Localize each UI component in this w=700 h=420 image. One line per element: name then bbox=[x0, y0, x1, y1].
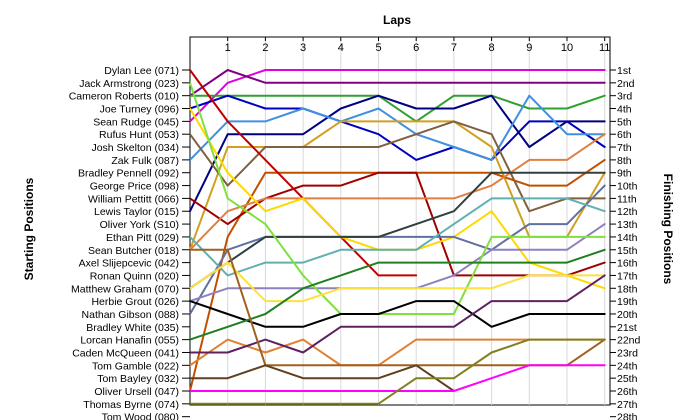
finishing-label: 16th bbox=[617, 258, 638, 270]
finishing-label: 13th bbox=[617, 219, 638, 231]
finishing-label: 24th bbox=[617, 360, 638, 372]
series-line-25 bbox=[189, 364, 455, 392]
starting-label: Rufus Hunt (053) bbox=[99, 129, 179, 141]
starting-label: Caden McQueen (041) bbox=[72, 347, 179, 359]
x-tick-label-11: 11 bbox=[599, 42, 610, 54]
starting-label: Herbie Grout (026) bbox=[91, 296, 179, 308]
starting-label: Tom Bayley (032) bbox=[97, 373, 179, 385]
starting-label: Thomas Byrne (074) bbox=[83, 399, 179, 411]
x-tick-label-1: 1 bbox=[225, 42, 231, 54]
x-tick-label-3: 3 bbox=[300, 42, 306, 54]
starting-label: Bradley Pennell (092) bbox=[78, 168, 179, 180]
series-line-3 bbox=[189, 94, 606, 123]
finishing-label: 9th bbox=[617, 168, 632, 180]
starting-label: George Price (098) bbox=[90, 181, 179, 193]
starting-label: Nathan Gibson (088) bbox=[82, 309, 179, 321]
starting-labels: Dylan Lee (071)Jack Armstrong (023)Camer… bbox=[69, 65, 190, 420]
starting-label: Ronan Quinn (020) bbox=[90, 270, 179, 282]
finishing-labels: 1st2nd3rd4th5th6th7th8th9th10th11th12th1… bbox=[610, 65, 641, 420]
series-line-27 bbox=[189, 338, 606, 405]
series-line-5 bbox=[189, 94, 606, 213]
finishing-label: 2nd bbox=[617, 78, 635, 90]
finishing-label: 20th bbox=[617, 309, 638, 321]
x-tick-label-10: 10 bbox=[561, 42, 573, 54]
series-line-12 bbox=[189, 133, 606, 251]
starting-label: Sean Butcher (018) bbox=[88, 245, 179, 257]
finishing-label: 21st bbox=[617, 322, 637, 334]
x-tick-label-2: 2 bbox=[262, 42, 268, 54]
finishing-label: 7th bbox=[617, 142, 632, 154]
x-tick-label-8: 8 bbox=[489, 42, 495, 54]
starting-label: Sean Rudge (045) bbox=[93, 116, 179, 128]
starting-label: Cameron Roberts (010) bbox=[69, 91, 179, 103]
starting-label: William Pettitt (066) bbox=[88, 193, 179, 205]
starting-label: Oliver York (S10) bbox=[100, 219, 179, 231]
finishing-label: 23rd bbox=[617, 347, 638, 359]
series-line-14 bbox=[189, 184, 606, 315]
starting-label: Zak Fulk (087) bbox=[111, 155, 179, 167]
x-tick-label-7: 7 bbox=[451, 42, 457, 54]
finishing-label: 5th bbox=[617, 116, 632, 128]
finishing-label: 17th bbox=[617, 270, 638, 282]
grid bbox=[227, 37, 606, 405]
x-tick-label-9: 9 bbox=[526, 42, 532, 54]
finishing-label: 25th bbox=[617, 373, 638, 385]
finishing-label: 6th bbox=[617, 129, 632, 141]
finishing-label: 28th bbox=[617, 412, 638, 420]
starting-label: Bradley White (035) bbox=[86, 322, 179, 334]
x-tick-label-4: 4 bbox=[338, 42, 344, 54]
series-line-2 bbox=[189, 69, 606, 97]
finishing-label: 10th bbox=[617, 181, 638, 193]
x-axis-ticks: 1 2 3 4 5 6 7 8 9 10 11 bbox=[225, 37, 610, 54]
starting-label: Dylan Lee (071) bbox=[104, 65, 179, 77]
finishing-label: 8th bbox=[617, 155, 632, 167]
finishing-label: 11th bbox=[617, 193, 637, 205]
finishing-label: 15th bbox=[617, 245, 638, 257]
starting-label: Lorcan Hanafin (055) bbox=[80, 335, 179, 347]
starting-label: Tom Gamble (022) bbox=[92, 360, 179, 372]
series-line-15 bbox=[189, 197, 606, 277]
finishing-label: 26th bbox=[617, 386, 638, 398]
starting-label: Joe Turney (096) bbox=[100, 104, 179, 116]
x-tick-label-5: 5 bbox=[375, 42, 381, 54]
series-line-4 bbox=[189, 94, 606, 161]
series-line-20 bbox=[189, 300, 606, 328]
starting-label: Matthew Graham (070) bbox=[71, 283, 179, 295]
finishing-label: 12th bbox=[617, 206, 638, 218]
chart-title: Laps bbox=[383, 13, 411, 27]
starting-label: Ethan Pitt (029) bbox=[106, 232, 179, 244]
series-lines bbox=[189, 69, 606, 405]
starting-label: Axel Slijepcevic (042) bbox=[79, 258, 179, 270]
series-line-18 bbox=[189, 81, 606, 315]
finishing-label: 18th bbox=[617, 283, 638, 295]
starting-label: Oliver Ursell (047) bbox=[94, 386, 179, 398]
series-line-19 bbox=[189, 261, 606, 303]
series-line-17 bbox=[189, 171, 606, 290]
finishing-label: 1st bbox=[617, 65, 631, 77]
starting-label: Lewis Taylor (015) bbox=[94, 206, 179, 218]
y-axis-left-label: Starting Positions bbox=[22, 177, 36, 280]
finishing-label: 4th bbox=[617, 104, 632, 116]
finishing-label: 27th bbox=[617, 399, 638, 411]
finishing-label: 22nd bbox=[617, 335, 641, 347]
starting-label: Josh Skelton (034) bbox=[91, 142, 179, 154]
series-line-23 bbox=[189, 274, 606, 354]
y-axis-right-label: Finishing Positions bbox=[661, 174, 675, 285]
starting-label: Tom Wood (080) bbox=[102, 412, 179, 420]
series-line-1 bbox=[189, 69, 606, 123]
finishing-label: 3rd bbox=[617, 91, 632, 103]
finishing-label: 14th bbox=[617, 232, 638, 244]
x-tick-label-6: 6 bbox=[413, 42, 419, 54]
starting-label: Jack Armstrong (023) bbox=[79, 78, 179, 90]
series-line-21 bbox=[189, 248, 606, 341]
finishing-label: 19th bbox=[617, 296, 638, 308]
